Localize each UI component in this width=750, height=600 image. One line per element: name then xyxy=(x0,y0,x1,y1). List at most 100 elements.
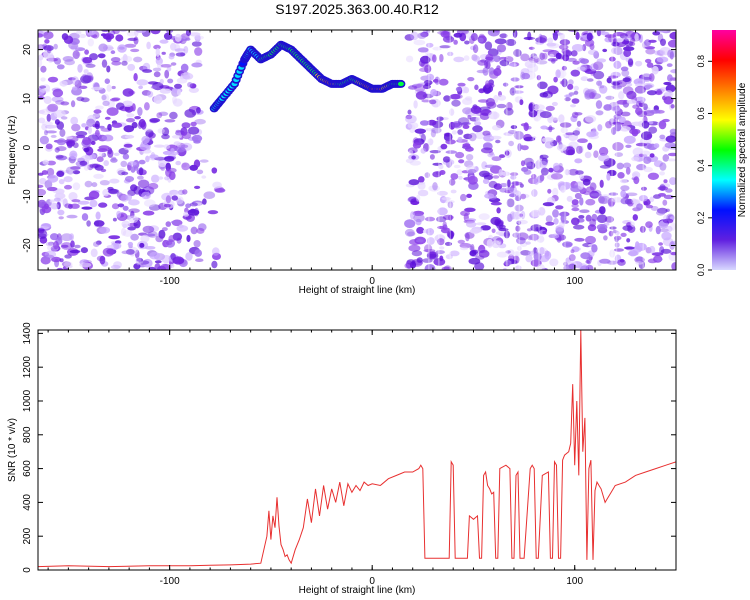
heatmap-blob xyxy=(438,164,444,170)
heatmap-blob xyxy=(602,48,608,53)
heatmap-blob xyxy=(63,170,70,174)
heatmap-blob xyxy=(654,50,664,56)
heatmap-blob xyxy=(488,111,500,120)
heatmap-blob xyxy=(555,69,561,78)
heatmap-blob xyxy=(99,226,111,234)
heatmap-blob xyxy=(649,109,661,114)
spectrogram-ytick-label: 0 xyxy=(22,144,33,150)
heatmap-blob xyxy=(465,96,473,101)
heatmap-blob xyxy=(603,104,613,111)
heatmap-blob xyxy=(64,59,75,66)
heatmap-blob xyxy=(536,75,541,81)
heatmap-blob xyxy=(604,37,613,43)
heatmap-streak xyxy=(514,30,516,270)
heatmap-blob xyxy=(665,135,676,143)
snr-ytick-label: 200 xyxy=(22,527,33,544)
heatmap-blob xyxy=(450,189,457,194)
heatmap-blob xyxy=(530,224,543,232)
heatmap-blob xyxy=(467,175,478,185)
heatmap-blob xyxy=(440,143,448,150)
heatmap-blob xyxy=(630,221,635,228)
heatmap-blob xyxy=(126,118,135,123)
heatmap-blob xyxy=(520,160,526,167)
heatmap-blob xyxy=(525,241,531,245)
heatmap-blob xyxy=(508,193,517,198)
heatmap-blob xyxy=(58,179,65,185)
heatmap-blob xyxy=(432,182,438,191)
heatmap-blob xyxy=(648,126,658,134)
heatmap-blob xyxy=(428,251,437,259)
heatmap-blob xyxy=(199,159,209,163)
heatmap-blob xyxy=(519,99,524,106)
heatmap-blob xyxy=(419,67,430,73)
heatmap-blob xyxy=(509,172,519,177)
heatmap-blob xyxy=(599,85,608,94)
heatmap-blob xyxy=(453,32,463,38)
heatmap-blob xyxy=(564,97,571,102)
heatmap-blob xyxy=(440,227,451,234)
heatmap-blob xyxy=(56,267,64,270)
heatmap-blob xyxy=(641,186,647,191)
heatmap-blob xyxy=(72,182,81,191)
spectrogram-frame xyxy=(37,29,677,271)
heatmap-blob xyxy=(659,162,667,171)
heatmap-blob xyxy=(170,62,177,66)
heatmap-blob xyxy=(58,216,64,220)
heatmap-blob xyxy=(135,256,142,266)
heatmap-blob xyxy=(474,121,482,126)
heatmap-blob xyxy=(616,99,628,105)
heatmap-blob xyxy=(441,266,451,270)
heatmap-blob xyxy=(638,153,645,157)
heatmap-blob xyxy=(158,229,166,239)
heatmap-blob xyxy=(646,62,654,68)
heatmap-blob xyxy=(498,56,508,61)
heatmap-blob xyxy=(98,202,108,208)
heatmap-blob xyxy=(56,146,67,152)
colorbar-tick-label: 0.0 xyxy=(696,264,706,277)
heatmap-blob xyxy=(540,167,549,176)
heatmap-blob xyxy=(165,221,172,227)
heatmap-blob xyxy=(419,120,430,126)
heatmap-blob xyxy=(620,111,631,117)
heatmap-blob xyxy=(654,257,663,262)
heatmap-blob xyxy=(466,193,472,198)
heatmap-blob xyxy=(158,176,164,180)
heatmap-blob xyxy=(425,228,435,236)
heatmap-blob xyxy=(496,44,507,53)
heatmap-blob xyxy=(438,78,449,86)
heatmap-blob xyxy=(43,96,52,104)
heatmap-blob xyxy=(122,88,134,97)
heatmap-blob xyxy=(669,177,676,186)
heatmap-blob xyxy=(139,242,145,248)
heatmap-blob xyxy=(140,234,150,243)
heatmap-blob xyxy=(66,140,75,147)
heatmap-blob xyxy=(647,172,660,180)
heatmap-blob xyxy=(133,56,143,63)
heatmap-blob xyxy=(614,248,624,252)
heatmap-blob xyxy=(44,129,48,136)
heatmap-blob xyxy=(665,208,670,212)
heatmap-blob xyxy=(623,35,632,41)
heatmap-blob xyxy=(664,90,674,99)
heatmap-blob xyxy=(589,130,599,137)
heatmap-blob xyxy=(617,172,625,179)
heatmap-blob xyxy=(539,92,549,98)
heatmap-blob xyxy=(441,197,452,201)
heatmap-blob xyxy=(189,32,201,37)
heatmap-blob xyxy=(448,230,454,240)
heatmap-blob xyxy=(145,155,150,163)
heatmap-blob xyxy=(70,203,80,209)
heatmap-blob xyxy=(164,156,175,162)
heatmap-blob xyxy=(44,39,50,44)
heatmap-blob xyxy=(612,229,618,234)
heatmap-blob xyxy=(69,150,78,160)
heatmap-blob xyxy=(484,59,489,69)
heatmap-blob xyxy=(663,179,668,184)
heatmap-blob xyxy=(511,90,524,94)
heatmap-blob xyxy=(160,64,172,68)
heatmap-blob xyxy=(57,209,65,216)
heatmap-blob xyxy=(146,41,151,50)
heatmap-blob xyxy=(521,72,531,80)
heatmap-blob xyxy=(516,237,526,245)
heatmap-blob xyxy=(574,158,583,164)
